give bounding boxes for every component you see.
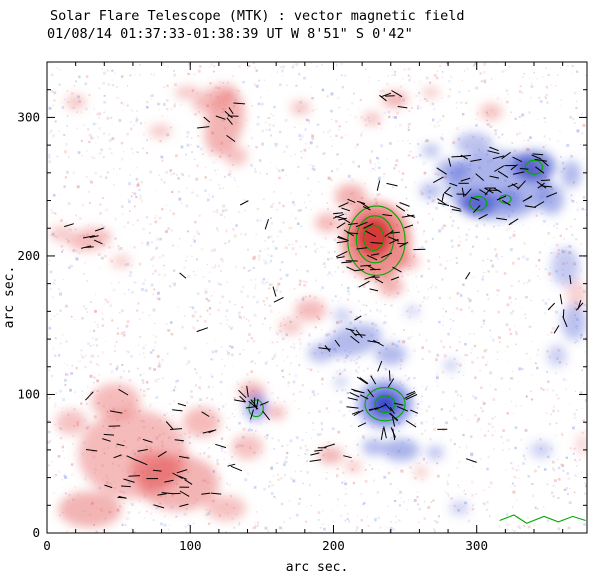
x-tick-label: 200 [322, 538, 345, 553]
y-tick-label: 0 [32, 525, 40, 540]
chart-subtitle: 01/08/14 01:37:33-01:38:39 UT W 8'51" S … [47, 26, 413, 42]
x-axis-label: arc sec. [286, 560, 349, 575]
tick-labels: 0 100 200 300 0 100 200 300 [17, 109, 488, 553]
x-tick-label: 100 [179, 538, 202, 553]
vector-field [64, 90, 584, 509]
chart-title: Solar Flare Telescope (MTK) : vector mag… [50, 8, 465, 24]
axes [46, 61, 588, 534]
y-tick-label: 200 [17, 248, 40, 263]
y-tick-label: 100 [17, 386, 40, 401]
y-tick-label: 300 [17, 109, 40, 124]
x-tick-label: 0 [43, 538, 51, 553]
x-tick-label: 300 [465, 538, 488, 553]
y-axis-label: arc sec. [2, 266, 17, 329]
